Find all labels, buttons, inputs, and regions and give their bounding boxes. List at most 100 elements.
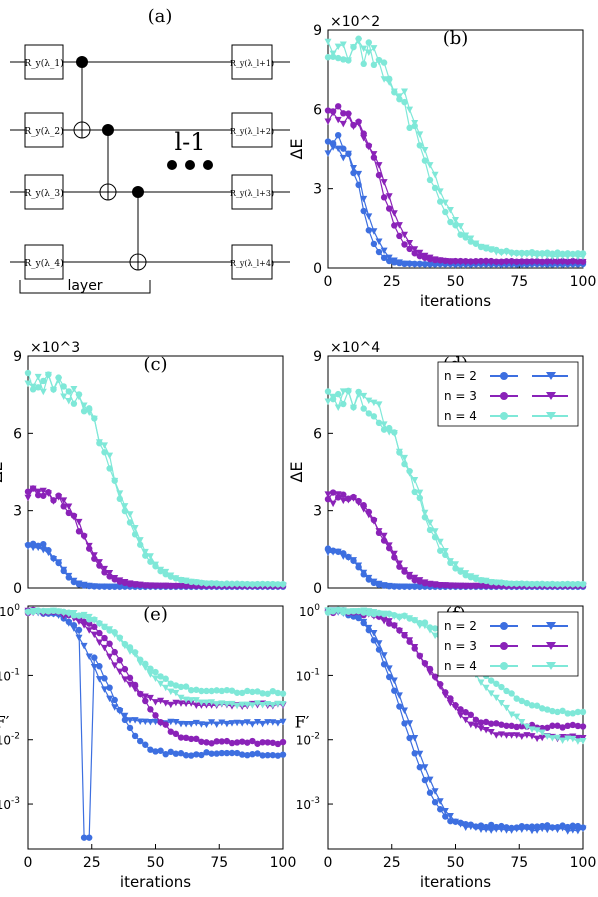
data-point-circle (564, 722, 571, 730)
data-point-triangle (538, 734, 546, 742)
data-point-triangle (223, 701, 231, 708)
data-point-triangle (279, 582, 287, 589)
data-point-triangle (116, 668, 124, 676)
data-point-circle (203, 739, 210, 746)
data-point-circle (228, 749, 236, 757)
data-point-triangle (401, 260, 408, 268)
data-point-triangle (60, 566, 68, 574)
data-point-triangle (254, 718, 261, 726)
data-point-circle (406, 245, 413, 253)
data-point-triangle (528, 581, 536, 588)
data-point-triangle (101, 583, 108, 590)
data-point-circle (24, 488, 32, 495)
data-point-triangle (254, 581, 261, 589)
data-point-triangle (218, 700, 226, 707)
data-point-circle (380, 194, 388, 201)
data-point-triangle (441, 582, 449, 589)
data-point-triangle (375, 610, 383, 618)
data-point-triangle (395, 259, 403, 266)
data-point-triangle (564, 253, 572, 260)
data-point-triangle (344, 608, 352, 615)
data-point-circle (391, 687, 398, 694)
data-point-circle (269, 739, 276, 746)
data-point-triangle (350, 495, 357, 502)
data-point-circle (340, 400, 347, 408)
data-point-circle (147, 706, 154, 713)
data-point-circle (70, 400, 78, 407)
ellipsis-dot (203, 160, 213, 170)
data-point-triangle (238, 720, 246, 727)
data-point-triangle (380, 247, 388, 255)
data-point-triangle (24, 380, 32, 388)
data-point-triangle (95, 620, 103, 628)
data-point-circle (239, 738, 246, 745)
data-point-triangle (533, 735, 541, 743)
data-point-circle (223, 686, 231, 694)
data-point-circle (101, 449, 108, 456)
data-point-triangle (390, 622, 398, 630)
data-point-triangle (152, 718, 159, 726)
data-point-triangle (365, 574, 373, 582)
data-point-triangle (182, 696, 190, 704)
y-tick-label: 10-2 (296, 732, 320, 748)
data-point-triangle (487, 246, 495, 253)
chart-panels: (b) ×10^2 0 3 6 9 0 25 50 75 100 iterations ΔE (c) ×10… (0, 14, 596, 891)
data-point-triangle (85, 409, 93, 416)
y-tick-label: 10-3 (0, 796, 20, 812)
data-point-triangle (152, 561, 159, 569)
data-point-circle (447, 817, 454, 825)
legend-marker-circle (500, 622, 508, 630)
data-point-triangle (462, 824, 470, 831)
y-tick-label: 100 (0, 603, 20, 619)
gate-right-label: R_y(λ_l+2) (230, 127, 274, 136)
data-point-triangle (406, 615, 414, 622)
data-point-circle (172, 750, 180, 757)
data-point-triangle (55, 559, 63, 566)
data-point-circle (131, 732, 139, 740)
data-point-triangle (436, 261, 444, 269)
data-point-triangle (182, 582, 190, 590)
data-point-triangle (554, 259, 561, 266)
data-point-triangle (395, 692, 403, 699)
data-point-triangle (90, 663, 98, 671)
data-point-triangle (492, 732, 500, 739)
data-point-triangle (355, 120, 363, 127)
data-point-triangle (579, 737, 587, 745)
data-point-triangle (344, 150, 352, 158)
legend-marker-circle (500, 392, 508, 400)
data-point-triangle (228, 700, 236, 708)
data-point-triangle (472, 574, 480, 582)
legend-marker-triangle (546, 392, 556, 400)
layer-bracket (19, 280, 151, 294)
legend-marker-circle (500, 372, 508, 380)
data-point-triangle (411, 261, 419, 269)
data-point-triangle (523, 732, 531, 739)
data-point-circle (559, 707, 566, 715)
data-point-triangle (146, 582, 154, 589)
data-point-triangle (426, 261, 434, 269)
data-point-circle (411, 488, 418, 496)
data-point-circle (365, 410, 372, 417)
data-point-triangle (101, 686, 108, 693)
data-point-circle (152, 668, 159, 676)
panel-b: (b) ×10^2 0 3 6 9 0 25 50 75 100 iterations ΔE (287, 14, 596, 310)
data-point-triangle (416, 653, 424, 661)
data-point-triangle (477, 259, 485, 266)
data-point-circle (549, 722, 556, 729)
y-tick-label: 0 (13, 581, 22, 597)
data-point-triangle (518, 733, 526, 741)
data-point-triangle (238, 581, 246, 589)
data-point-triangle (365, 213, 373, 220)
legend-marker-circle (500, 662, 508, 670)
data-point-triangle (508, 711, 516, 719)
data-point-triangle (55, 376, 63, 384)
data-point-triangle (39, 487, 47, 495)
data-point-triangle (121, 503, 129, 510)
data-point-circle (167, 728, 174, 735)
data-point-triangle (411, 476, 419, 484)
data-point-circle (437, 547, 444, 554)
data-point-triangle (218, 581, 226, 589)
data-point-triangle (365, 608, 373, 615)
data-point-triangle (508, 250, 516, 258)
data-point-triangle (274, 720, 282, 727)
